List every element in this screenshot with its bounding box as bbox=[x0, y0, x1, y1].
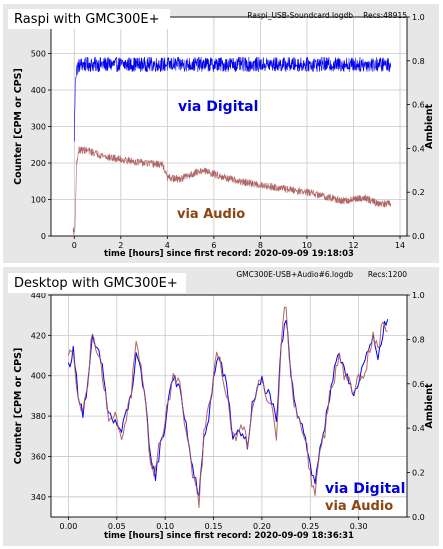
y-tick-label: 440 bbox=[31, 291, 46, 300]
chart-desktop: 0.00 0.05 0.10 0.15 0.20 0.25 0.30 340 360 380 400… bbox=[8, 270, 435, 541]
y2-tick-label: 1.0 bbox=[412, 291, 425, 300]
y-tick-label: 200 bbox=[31, 159, 46, 168]
series-line-1 bbox=[72, 146, 392, 235]
y-tick-label: 420 bbox=[31, 331, 46, 340]
y2-tick-label: 1.0 bbox=[412, 13, 425, 22]
x-tick-label: 0 bbox=[72, 241, 77, 250]
y-axis-label: Counter [CPM or CPS] bbox=[13, 348, 24, 465]
chart-panel-desktop: 0.00 0.05 0.10 0.15 0.20 0.25 0.30 340 360 380 400… bbox=[3, 267, 439, 546]
x-tick-label: 0.30 bbox=[350, 522, 368, 531]
annotation-label: via Digital bbox=[325, 481, 405, 497]
y2-tick-label: 0.8 bbox=[412, 335, 425, 344]
chart-panel-raspi: 0246810121401002003004005006000.00.20.40… bbox=[3, 4, 439, 263]
plot-frame bbox=[50, 294, 408, 518]
x-tick-label: 8 bbox=[258, 241, 263, 250]
series-line-1 bbox=[67, 306, 388, 508]
recs-label: Recs:1200 bbox=[368, 270, 407, 279]
y2-axis-label: Ambient bbox=[424, 383, 435, 429]
x-tick-label: 0.25 bbox=[301, 522, 319, 531]
x-tick-label: 2 bbox=[118, 241, 123, 250]
y-tick-label: 380 bbox=[31, 412, 46, 421]
y2-tick-label: 0.4 bbox=[412, 144, 425, 153]
x-axis-label: time [hours] since first record: 2020-09… bbox=[104, 249, 354, 259]
title-box bbox=[8, 9, 170, 29]
plot-frame bbox=[50, 16, 408, 237]
y-tick-label: 0 bbox=[41, 232, 46, 241]
recs-label: Recs:48915 bbox=[363, 11, 407, 20]
y-tick-label: 340 bbox=[31, 493, 46, 502]
chart-title: Raspi with GMC300E+ bbox=[14, 12, 159, 27]
x-tick-label: 0.00 bbox=[60, 522, 78, 531]
x-axis-label: time [hours] since first record: 2020-09… bbox=[104, 531, 354, 541]
series-line-0 bbox=[73, 56, 392, 142]
x-tick-label: 0.05 bbox=[108, 522, 126, 531]
x-tick-label: 0.10 bbox=[156, 522, 174, 531]
y2-tick-label: 0.6 bbox=[412, 101, 425, 110]
y-tick-label: 400 bbox=[31, 372, 46, 381]
chart-raspi: 0246810121401002003004005006000.00.20.40… bbox=[8, 9, 435, 259]
y2-tick-label: 0.8 bbox=[412, 57, 425, 66]
annotation-label: via Audio bbox=[325, 499, 393, 514]
x-tick-label: 14 bbox=[395, 241, 405, 250]
y2-tick-label: 0.2 bbox=[412, 188, 425, 197]
y2-tick-label: 0.2 bbox=[412, 469, 425, 478]
x-tick-label: 10 bbox=[302, 241, 312, 250]
y2-tick-label: 0.0 bbox=[412, 513, 425, 522]
title-box bbox=[8, 273, 186, 293]
y-tick-label: 400 bbox=[31, 86, 46, 95]
y-axis-label: Counter [CPM or CPS] bbox=[13, 68, 24, 185]
y-tick-label: 360 bbox=[31, 452, 46, 461]
y-tick-label: 300 bbox=[31, 123, 46, 132]
y2-tick-label: 0.0 bbox=[412, 232, 425, 241]
file-label: Raspi_USB-Soundcard.logdb bbox=[247, 11, 353, 20]
y2-tick-label: 0.4 bbox=[412, 424, 425, 433]
x-tick-label: 0.15 bbox=[205, 522, 223, 531]
x-tick-label: 4 bbox=[165, 241, 170, 250]
annotation-label: via Digital bbox=[178, 99, 258, 115]
file-label: GMC300E-USB+Audio#6.logdb bbox=[236, 270, 353, 279]
x-tick-label: 12 bbox=[348, 241, 358, 250]
x-tick-label: 0.20 bbox=[253, 522, 271, 531]
series-line-0 bbox=[67, 319, 389, 496]
y2-axis-label: Ambient bbox=[424, 104, 435, 150]
annotation-label: via Audio bbox=[177, 207, 245, 222]
y2-tick-label: 0.6 bbox=[412, 380, 425, 389]
y-tick-label: 500 bbox=[31, 50, 46, 59]
x-tick-label: 6 bbox=[211, 241, 216, 250]
y-tick-label: 100 bbox=[31, 196, 46, 205]
chart-title: Desktop with GMC300E+ bbox=[14, 276, 178, 291]
